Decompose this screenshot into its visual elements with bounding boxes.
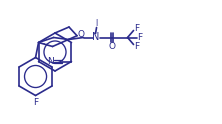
Text: F: F: [33, 98, 38, 107]
Text: F: F: [134, 24, 139, 33]
Text: F: F: [134, 42, 139, 51]
Text: O: O: [108, 42, 115, 51]
Text: ···: ···: [41, 40, 48, 49]
Text: N: N: [47, 57, 54, 66]
Text: O: O: [77, 30, 85, 39]
Text: F: F: [137, 33, 142, 42]
Text: I: I: [95, 19, 98, 28]
Text: N: N: [92, 32, 99, 43]
